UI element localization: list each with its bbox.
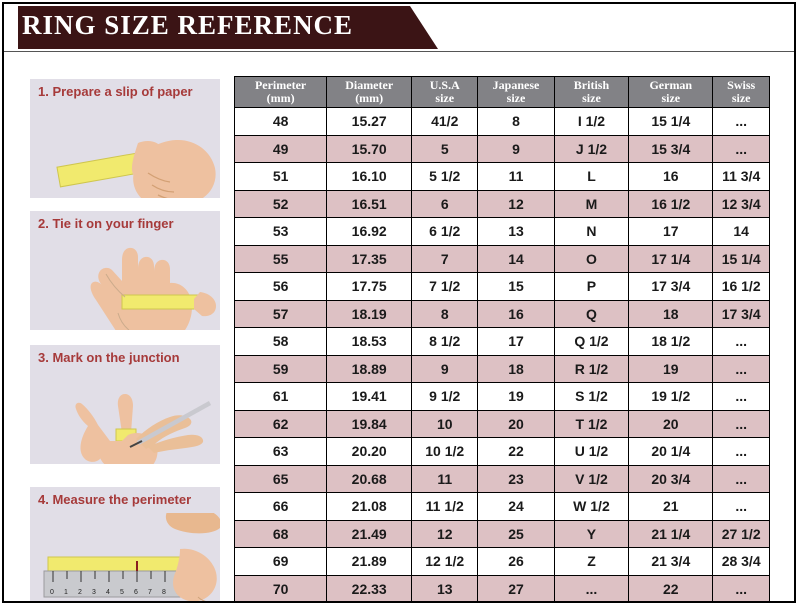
svg-text:4: 4 [106,589,110,596]
svg-text:0: 0 [50,589,54,596]
svg-text:3: 3 [92,589,96,596]
svg-text:5: 5 [120,589,124,596]
svg-text:2: 2 [78,589,82,596]
svg-text:7: 7 [148,589,152,596]
svg-text:6: 6 [134,589,138,596]
svg-text:1: 1 [64,589,68,596]
svg-text:8: 8 [162,589,166,596]
